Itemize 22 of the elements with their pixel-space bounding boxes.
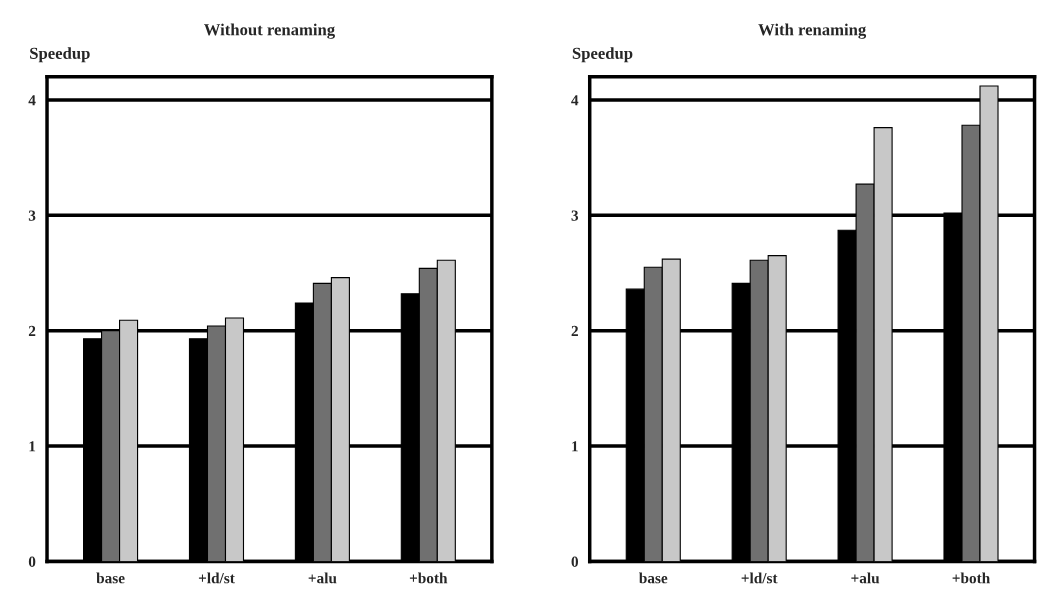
y-tick-label: 2 [571, 325, 578, 336]
x-tick-label: +both [952, 572, 990, 584]
x-tick-label: +alu [308, 572, 337, 584]
y-tick-label: 4 [28, 95, 36, 106]
y-tick-label: 1 [572, 441, 578, 452]
y-tick-label: 4 [571, 95, 579, 106]
y-tick-label: 3 [571, 210, 579, 221]
y-axis-title: Speedup [30, 47, 90, 63]
x-tick-label: base [96, 572, 125, 584]
x-tick-label: +both [409, 572, 448, 584]
y-tick-label: 1 [29, 441, 36, 452]
chart-title: With renaming [758, 23, 867, 39]
y-axis-title: Speedup [572, 47, 633, 63]
x-tick-label: base [639, 572, 668, 584]
y-tick-label: 0 [571, 556, 579, 567]
y-tick-label: 0 [28, 556, 36, 567]
x-tick-label: +alu [851, 572, 880, 584]
x-tick-label: +ld/st [741, 572, 778, 584]
x-tick-label: +ld/st [198, 572, 235, 584]
y-tick-label: 2 [28, 325, 36, 336]
chart-title: Without renaming [204, 23, 335, 39]
y-tick-label: 3 [28, 210, 36, 221]
